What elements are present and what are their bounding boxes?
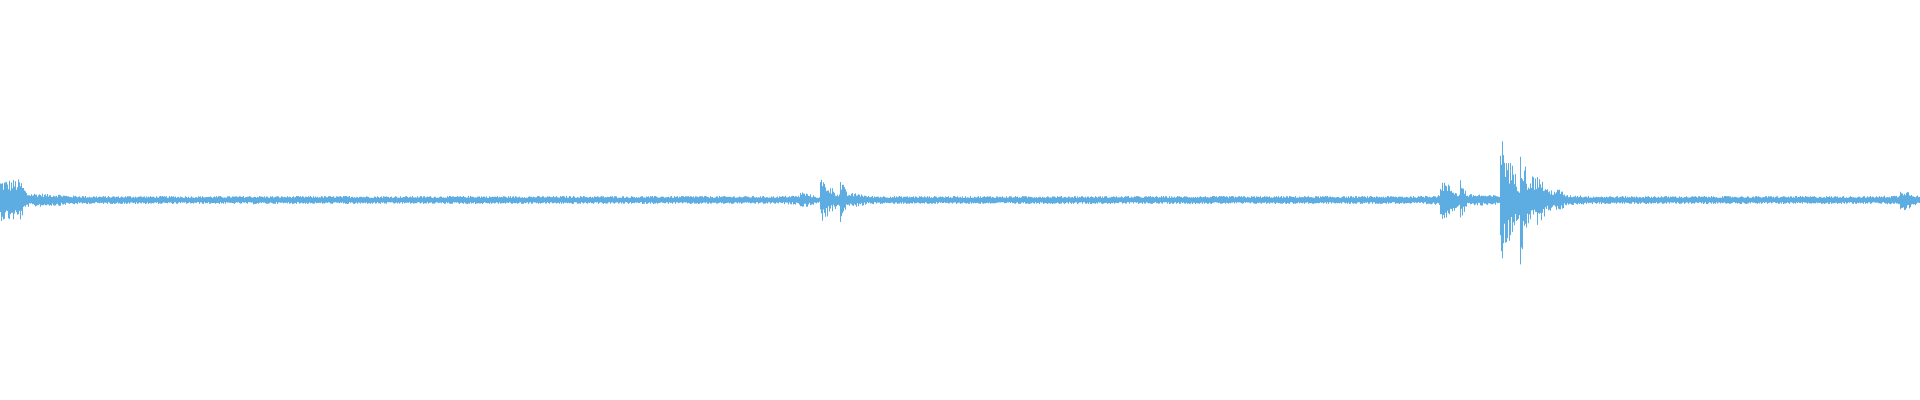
waveform-bin [1480, 195, 1500, 206]
waveform-bin [660, 196, 680, 204]
waveform-bin [500, 196, 520, 204]
waveform-bin [360, 196, 380, 204]
waveform-bin [1740, 196, 1760, 204]
waveform-bin [520, 196, 540, 204]
waveform-bin [1280, 196, 1300, 204]
waveform-bin [20, 183, 40, 220]
waveform-bin [1560, 191, 1580, 210]
waveform-bin [880, 196, 900, 204]
waveform-bin [1460, 180, 1480, 218]
waveform-bin [980, 196, 1000, 204]
waveform-bin [740, 196, 760, 204]
waveform-bin [1120, 196, 1140, 204]
waveform-bin [1780, 196, 1800, 204]
waveform-bin [1340, 196, 1360, 204]
waveform-bin [840, 182, 860, 222]
waveform-bin [1380, 196, 1400, 204]
waveform-bin [1160, 196, 1180, 204]
waveform-bin [1880, 195, 1900, 205]
waveform-bin [960, 196, 980, 204]
waveform-bin [1220, 196, 1240, 204]
waveform-bin [920, 196, 940, 204]
waveform-bin [1300, 196, 1320, 204]
waveform-bin [820, 179, 840, 221]
waveform-bin [1020, 196, 1040, 204]
waveform-bin [1660, 196, 1680, 204]
waveform-bin [1520, 156, 1540, 265]
waveform-bin [1080, 196, 1100, 204]
waveform-bin [1440, 182, 1460, 219]
waveform-series [0, 141, 1920, 265]
waveform-bin [1240, 196, 1260, 204]
waveform-bin [760, 196, 780, 204]
waveform-bin [1200, 196, 1220, 204]
waveform-bin [200, 196, 220, 204]
waveform-bin [1540, 181, 1560, 221]
waveform-bin [180, 196, 200, 204]
waveform-bin [1700, 196, 1720, 204]
waveform-bin [1420, 195, 1440, 205]
waveform-bin [340, 196, 360, 204]
waveform-bin [780, 195, 800, 205]
waveform-bin [1620, 196, 1640, 204]
waveform-bin [1360, 196, 1380, 204]
waveform-bin [900, 196, 920, 204]
waveform-bin [440, 196, 460, 204]
waveform-bin [1100, 196, 1120, 204]
waveform-bin [320, 196, 340, 204]
waveform-bin [300, 196, 320, 204]
waveform-bin [800, 192, 820, 207]
waveform-bin [1800, 196, 1820, 204]
waveform-bin [380, 196, 400, 204]
waveform-bin [680, 196, 700, 204]
waveform-bin [1320, 196, 1340, 204]
waveform-bin [40, 193, 60, 207]
waveform-bin [280, 196, 300, 204]
waveform-bin [400, 196, 420, 204]
waveform-bin [160, 196, 180, 204]
waveform-bin [640, 196, 660, 204]
waveform-bin [1640, 196, 1660, 204]
waveform-bin [1760, 196, 1780, 204]
waveform-bin [1180, 196, 1200, 204]
waveform-bin [1040, 196, 1060, 204]
waveform-bin [420, 196, 440, 204]
waveform-bin [720, 196, 740, 204]
waveform-bin [1720, 196, 1740, 204]
waveform-bin [240, 196, 260, 205]
waveform-bin [600, 196, 620, 204]
waveform-bin [480, 196, 500, 204]
waveform-bin [220, 196, 240, 204]
waveform-bin [120, 196, 140, 204]
waveform-bin [140, 196, 160, 204]
waveform-bin [560, 195, 580, 205]
waveform-bin [1840, 196, 1860, 204]
waveform-bin [1600, 196, 1620, 205]
waveform-bin [1860, 196, 1880, 204]
waveform-bin [860, 194, 880, 206]
waveform-bin [1500, 141, 1520, 259]
waveform-bin [0, 179, 20, 221]
waveform-bin [1820, 196, 1840, 204]
waveform-bin [580, 196, 600, 204]
waveform-bin [700, 196, 720, 204]
waveform-bin [540, 196, 560, 204]
waveform-bin [1680, 196, 1700, 204]
waveform-bin [1000, 196, 1020, 204]
waveform-bin [940, 196, 960, 204]
waveform-bin [1060, 196, 1080, 204]
waveform-bin [1900, 191, 1920, 211]
waveform-bin [100, 196, 120, 204]
waveform-bin [460, 195, 480, 205]
waveform-bin [620, 196, 640, 204]
waveform-bin [1580, 195, 1600, 205]
waveform-bin [80, 196, 100, 204]
waveform-bin [60, 195, 80, 206]
waveform-bin [1140, 196, 1160, 204]
waveform-bin [1400, 196, 1420, 204]
waveform-bin [1260, 196, 1280, 204]
waveform-bin [260, 196, 280, 204]
